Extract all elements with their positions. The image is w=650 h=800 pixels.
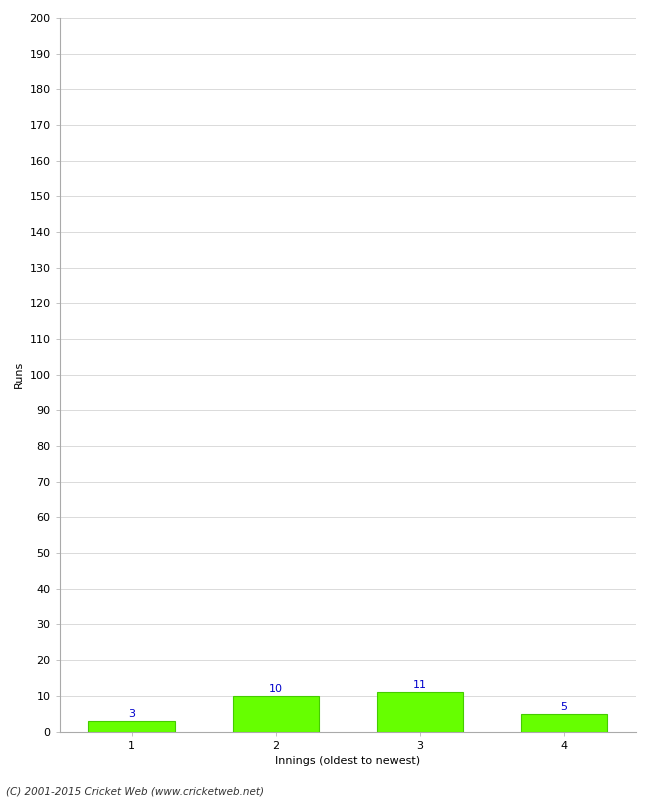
X-axis label: Innings (oldest to newest): Innings (oldest to newest) — [276, 756, 421, 766]
Bar — [233, 696, 319, 731]
Text: 11: 11 — [413, 681, 427, 690]
Bar — [521, 714, 607, 731]
Text: 3: 3 — [128, 709, 135, 719]
Bar — [88, 721, 175, 731]
Text: 5: 5 — [560, 702, 567, 712]
Y-axis label: Runs: Runs — [14, 361, 24, 388]
Bar — [377, 692, 463, 731]
Text: (C) 2001-2015 Cricket Web (www.cricketweb.net): (C) 2001-2015 Cricket Web (www.cricketwe… — [6, 786, 265, 796]
Text: 10: 10 — [269, 684, 283, 694]
